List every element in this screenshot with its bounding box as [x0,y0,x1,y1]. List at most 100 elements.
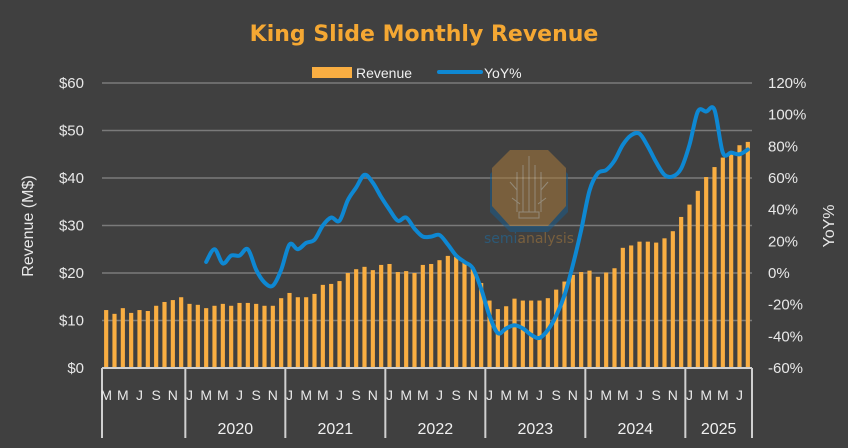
revenue-bar [687,204,692,368]
year-label: 2022 [418,421,454,438]
y2-tick-label: -40% [768,328,803,345]
revenue-bar [729,153,734,368]
revenue-bar [579,272,584,368]
month-tick-label: S [551,387,560,403]
month-tick-label: J [136,387,143,403]
revenue-bar [429,263,434,368]
month-tick-label: J [536,387,543,403]
watermark-logo: semianalysis [484,150,574,247]
revenue-bar [229,305,234,368]
revenue-bar [654,242,659,368]
revenue-bar [437,260,442,368]
revenue-bar [370,270,375,368]
revenue-bar [187,303,192,368]
month-tick-label: M [700,387,712,403]
revenue-bar [337,281,342,368]
revenue-bar [695,190,700,368]
month-tick-label: J [286,387,293,403]
revenue-bar [237,302,242,368]
revenue-bar [412,273,417,368]
revenue-bar [312,293,317,368]
month-tick-label: J [636,387,643,403]
left-axis-ticks: $0 $10 $20 $30 $40 $50 $60 [59,75,84,377]
revenue-bar [470,267,475,368]
revenue-bar [520,300,525,368]
month-tick-label: S [351,387,360,403]
year-label: 2020 [218,421,254,438]
revenue-bar [245,302,250,368]
y-axis-title: Revenue (M$) [20,175,37,276]
year-label: 2021 [318,421,354,438]
month-tick-label: M [417,387,429,403]
revenue-bar [137,310,142,368]
revenue-bar [662,238,667,368]
month-tick-label: S [151,387,160,403]
month-tick-label: J [586,387,593,403]
revenue-bar [679,216,684,368]
revenue-bar [454,256,459,368]
legend-label-revenue: Revenue [356,65,412,81]
month-tick-label: S [451,387,460,403]
month-tick-label: M [317,387,329,403]
revenue-bar [745,141,750,368]
legend: Revenue YoY% [312,65,522,81]
y-tick-label: $0 [67,360,84,377]
y2-tick-label: -60% [768,360,803,377]
revenue-bar [645,241,650,368]
revenue-bar [420,264,425,368]
month-tick-label: J [386,387,393,403]
legend-label-yoy: YoY% [484,65,522,81]
revenue-bar [562,281,567,368]
month-tick-label: N [568,387,578,403]
revenue-bar [287,292,292,368]
revenue-bar [404,271,409,368]
y-tick-label: $20 [59,265,84,282]
revenue-bar [212,305,217,368]
y2-tick-label: 120% [768,75,806,92]
revenue-bar [537,300,542,368]
watermark-text: semianalysis [484,231,574,247]
month-tick-label: M [617,387,629,403]
revenue-bar [162,301,167,368]
month-tick-label: M [400,387,412,403]
y-tick-label: $40 [59,170,84,187]
month-tick-label: M [517,387,529,403]
month-tick-label: M [600,387,612,403]
revenue-bar [104,310,109,368]
month-tick-label: S [651,387,660,403]
revenue-bar [737,145,742,368]
month-tick-label: M [717,387,729,403]
revenue-bar [495,309,500,368]
month-tick-label: M [200,387,212,403]
y2-tick-label: -20% [768,297,803,314]
month-tick-label: S [251,387,260,403]
year-label: 2025 [701,421,737,438]
month-tick-label: M [217,387,229,403]
revenue-bar [395,272,400,368]
month-tick-label: N [168,387,178,403]
revenue-bar [179,297,184,368]
revenue-bar [620,247,625,368]
year-label: 2023 [518,421,554,438]
gridlines [102,82,752,322]
revenue-bar [670,231,675,368]
year-label: 2024 [618,421,654,438]
month-tick-label: J [186,387,193,403]
yoy-line-group [204,105,750,341]
revenue-bar [487,300,492,368]
yoy-line [204,105,750,341]
month-tick-label: J [686,387,693,403]
month-tick-label: M [100,387,112,403]
revenue-bar [462,263,467,368]
month-tick-label: N [468,387,478,403]
revenue-bar [362,266,367,368]
y2-tick-label: 40% [768,202,798,219]
month-tick-label: J [736,387,743,403]
month-tick-label: N [668,387,678,403]
month-tick-label: N [368,387,378,403]
revenue-bar [704,177,709,368]
revenue-bar [304,297,309,368]
revenue-bar [587,270,592,368]
month-tick-label: J [236,387,243,403]
